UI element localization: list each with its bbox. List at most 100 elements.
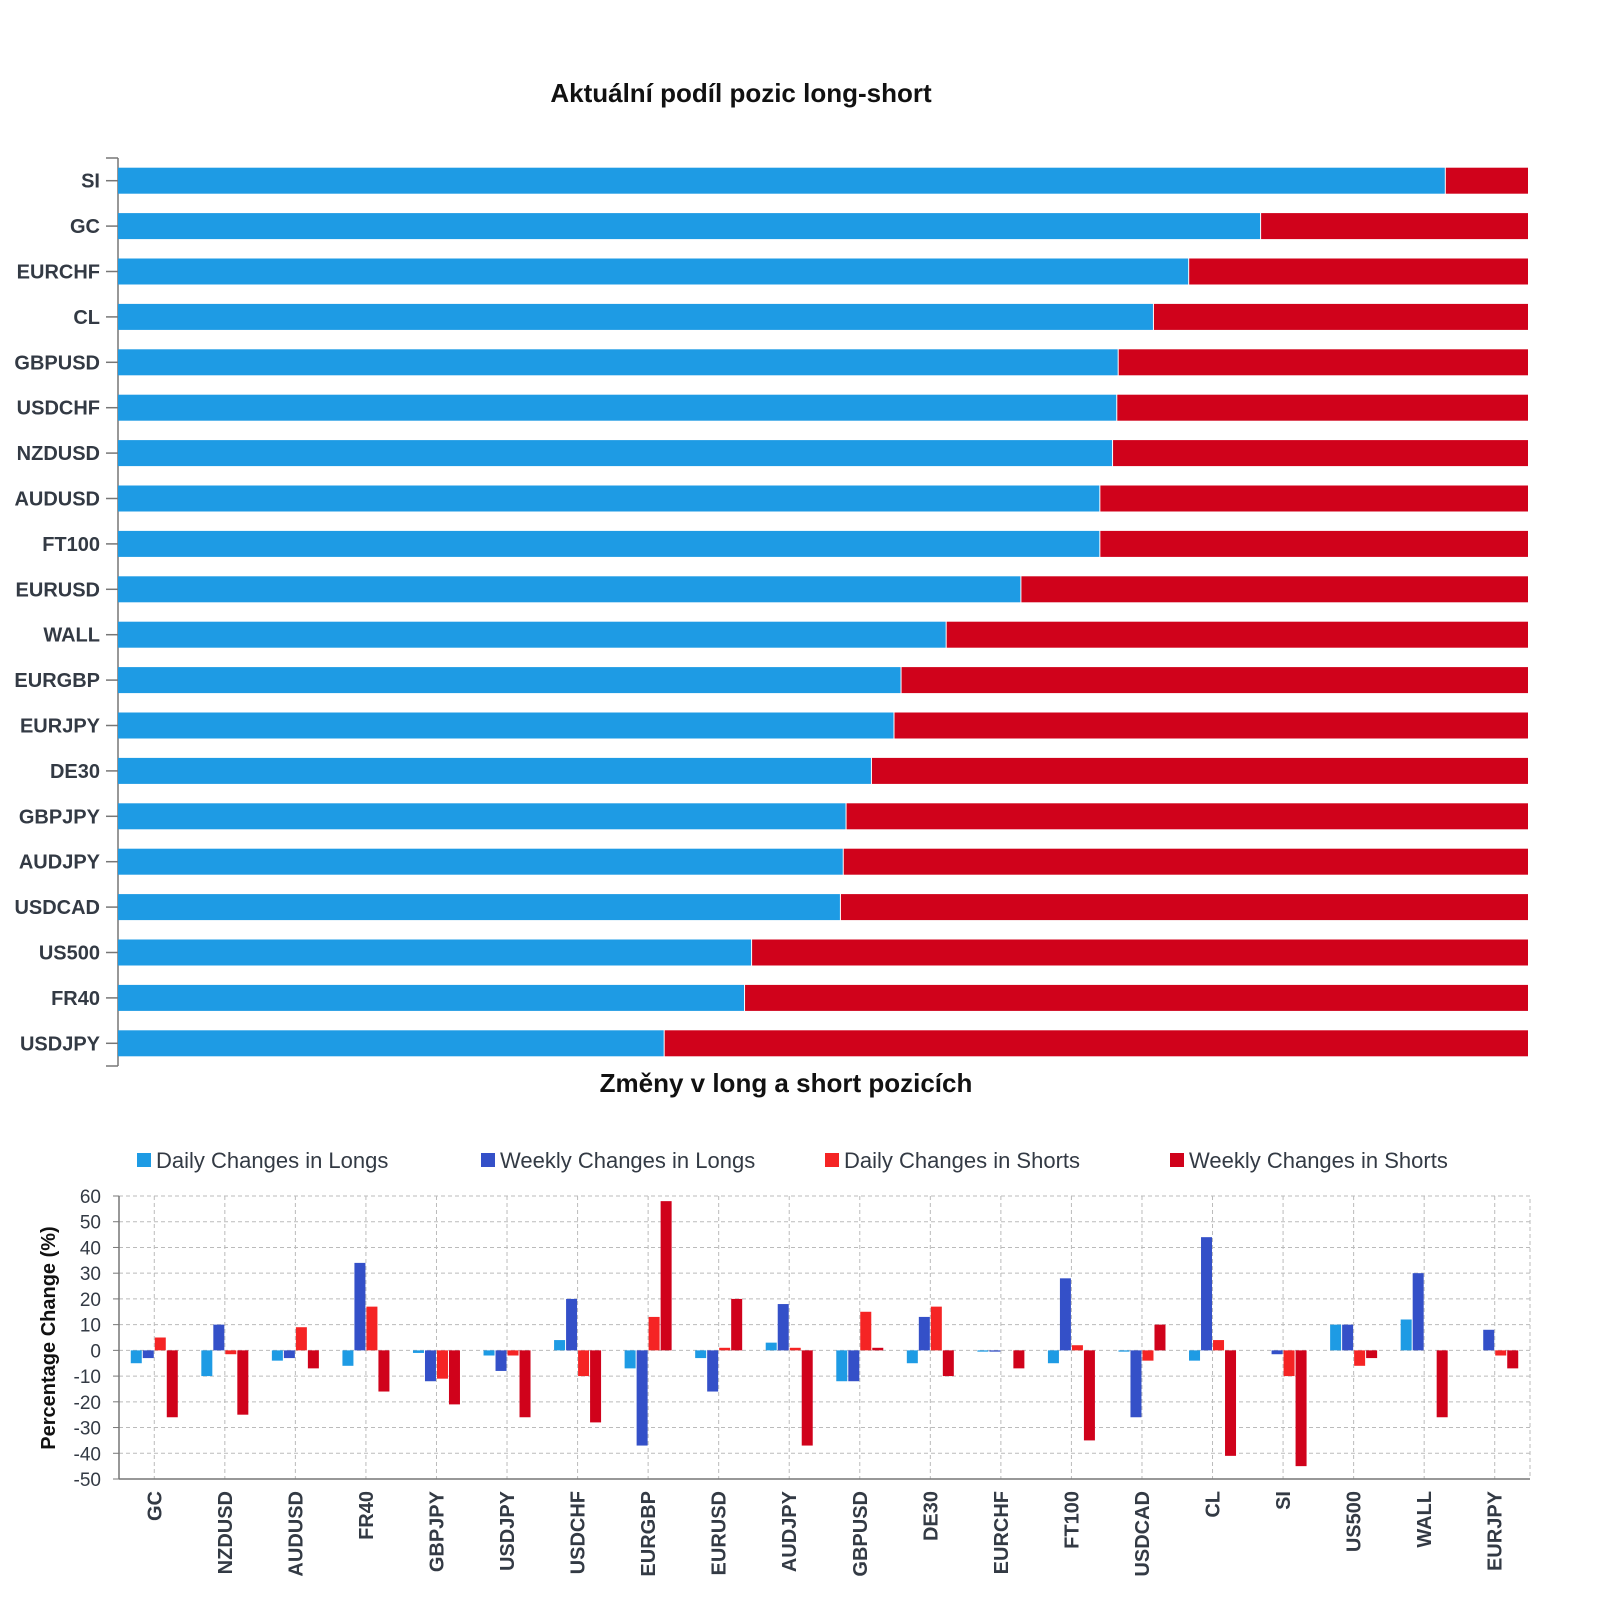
x-category-label: NZDUSD — [215, 1491, 237, 1574]
long-share-bar — [118, 303, 1153, 330]
legend-swatch — [825, 1153, 839, 1167]
x-category-label: AUDUSD — [285, 1491, 307, 1577]
daily-shorts-bar — [154, 1337, 166, 1351]
long-share-bar — [118, 848, 843, 875]
category-label: GC — [70, 216, 100, 238]
category-label: EURJPY — [20, 716, 101, 738]
y-tick-label: 30 — [80, 1264, 101, 1285]
short-share-bar — [871, 757, 1528, 784]
weekly-shorts-bar — [872, 1347, 884, 1351]
weekly-longs-bar — [848, 1350, 860, 1382]
x-category-label: GBPUSD — [850, 1491, 872, 1577]
daily-shorts-bar — [1142, 1350, 1154, 1361]
x-category-label: USDJPY — [497, 1490, 519, 1571]
x-category-label: EURJPY — [1485, 1490, 1507, 1571]
short-share-bar — [846, 803, 1528, 830]
long-share-bar — [118, 258, 1189, 285]
weekly-shorts-bar — [942, 1350, 954, 1377]
daily-longs-bar — [906, 1350, 918, 1364]
short-share-bar — [901, 667, 1528, 694]
x-category-label: WALL — [1414, 1491, 1436, 1548]
x-category-label: AUDJPY — [779, 1490, 801, 1572]
daily-shorts-bar — [1283, 1350, 1295, 1377]
short-share-bar — [1021, 576, 1528, 603]
daily-longs-bar — [1400, 1319, 1412, 1351]
daily-longs-bar — [1118, 1350, 1130, 1352]
y-tick-label: -20 — [74, 1393, 101, 1414]
daily-longs-bar — [554, 1340, 566, 1351]
weekly-shorts-bar — [1436, 1350, 1448, 1418]
weekly-longs-bar — [142, 1350, 154, 1359]
short-share-bar — [664, 1030, 1528, 1057]
category-label: DE30 — [50, 761, 100, 783]
daily-shorts-bar — [860, 1311, 872, 1351]
weekly-longs-bar — [636, 1350, 648, 1446]
category-label: EURUSD — [16, 579, 100, 601]
daily-longs-bar — [130, 1350, 142, 1364]
daily-shorts-bar — [366, 1306, 378, 1351]
y-tick-label: -30 — [74, 1419, 101, 1440]
daily-shorts-bar — [507, 1350, 519, 1356]
weekly-shorts-bar — [660, 1201, 672, 1351]
long-share-bar — [118, 1030, 664, 1057]
y-tick-label: -50 — [74, 1470, 101, 1491]
weekly-longs-bar — [777, 1304, 789, 1351]
daily-shorts-bar — [295, 1327, 307, 1351]
long-short-ratio-chart: Aktuální podíl pozic long-short SI GC EURC… — [14, 78, 1528, 1067]
daily-longs-bar — [1047, 1350, 1059, 1364]
x-category-label: USDCAD — [1132, 1491, 1154, 1577]
long-share-bar — [118, 349, 1118, 376]
category-label: AUDJPY — [19, 852, 101, 874]
short-share-bar — [840, 894, 1528, 921]
weekly-shorts-bar — [519, 1350, 531, 1418]
legend-swatch — [1170, 1153, 1184, 1167]
category-label: WALL — [43, 625, 100, 647]
daily-shorts-bar — [225, 1350, 237, 1355]
weekly-shorts-bar — [1295, 1350, 1307, 1467]
daily-shorts-bar — [648, 1316, 660, 1351]
category-label: US500 — [39, 943, 100, 965]
daily-shorts-bar — [1071, 1345, 1083, 1351]
x-category-label: EURUSD — [709, 1491, 731, 1575]
plot-frame — [118, 1195, 1531, 1480]
short-share-bar — [1153, 303, 1528, 330]
y-tick-label: 40 — [80, 1238, 101, 1259]
long-share-bar — [118, 984, 745, 1011]
long-share-bar — [118, 667, 901, 694]
long-share-bar — [118, 167, 1445, 194]
daily-shorts-bar — [1213, 1340, 1225, 1351]
legend-label: Daily Changes in Shorts — [844, 1148, 1080, 1173]
weekly-longs-bar — [495, 1350, 507, 1371]
weekly-longs-bar — [1483, 1329, 1495, 1351]
weekly-shorts-bar — [237, 1350, 249, 1415]
weekly-longs-bar — [354, 1262, 366, 1351]
y-tick-label: 20 — [80, 1290, 101, 1311]
weekly-shorts-bar — [448, 1350, 460, 1405]
x-category-label: CL — [1203, 1491, 1225, 1518]
y-tick-label: 60 — [80, 1187, 101, 1208]
y-tick-label: -40 — [74, 1444, 101, 1465]
long-share-bar — [118, 621, 946, 648]
daily-longs-bar — [271, 1350, 283, 1361]
daily-longs-bar — [624, 1350, 636, 1369]
weekly-longs-bar — [1201, 1237, 1213, 1351]
long-share-bar — [118, 894, 840, 921]
weekly-shorts-bar — [1507, 1350, 1519, 1369]
category-label: SI — [81, 171, 100, 193]
weekly-shorts-bar — [1154, 1324, 1166, 1351]
weekly-shorts-bar — [307, 1350, 319, 1369]
daily-shorts-bar — [1354, 1350, 1366, 1366]
short-share-bar — [843, 848, 1528, 875]
long-share-bar — [118, 803, 846, 830]
weekly-shorts-bar — [731, 1298, 743, 1351]
category-label: USDCAD — [14, 897, 100, 919]
long-share-bar — [118, 712, 894, 739]
short-share-bar — [1117, 394, 1528, 421]
category-label: NZDUSD — [17, 443, 100, 465]
x-category-label: US500 — [1344, 1491, 1366, 1552]
category-label: USDJPY — [20, 1033, 101, 1055]
daily-shorts-bar — [789, 1347, 801, 1351]
long-share-bar — [118, 939, 752, 966]
daily-longs-bar — [695, 1350, 707, 1359]
